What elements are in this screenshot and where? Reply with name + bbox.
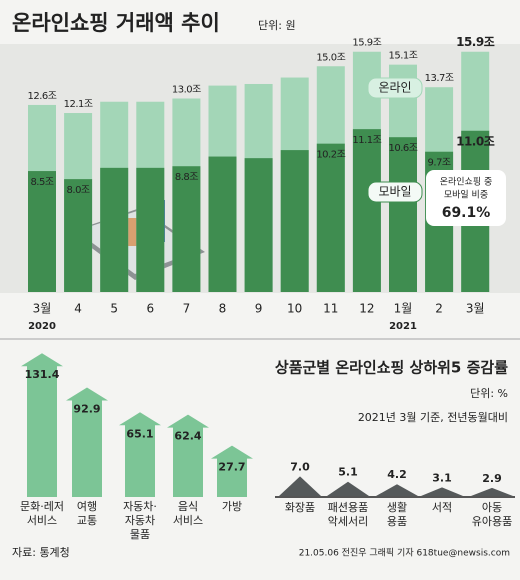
x-tick-label: 9 (255, 302, 263, 316)
category-label: 물품 (130, 528, 150, 541)
x-tick-label: 4 (74, 302, 82, 316)
year-label: 2020 (28, 321, 56, 332)
category-label: 여행 (77, 500, 97, 513)
value-label: 12.6조 (28, 91, 57, 102)
arrow (66, 387, 108, 497)
legend-label: 모바일 (378, 185, 411, 199)
category-label: 서비스 (27, 514, 57, 527)
triangle (421, 487, 463, 496)
value-label: 8.8조 (175, 172, 198, 183)
section-title: 상품군별 온라인쇼핑 상하위5 증감률 (275, 359, 508, 377)
value-label: 15.0조 (316, 52, 345, 63)
annotation-text: 모바일 비중 (444, 190, 488, 201)
credit: 21.05.06 전진우 그래픽 기자 618tue@newsis.com (299, 548, 510, 559)
arrow (21, 353, 63, 497)
bar (64, 179, 93, 292)
x-tick-label: 3월 (466, 302, 485, 316)
arrow (211, 445, 253, 497)
x-tick-label: 8 (219, 302, 227, 316)
legend-label: 온라인 (378, 81, 411, 95)
year-label: 2021 (389, 321, 417, 332)
legend-box (367, 77, 423, 99)
value-label: 131.4 (25, 368, 60, 381)
value-label: 3.1 (432, 471, 452, 484)
triangle (279, 476, 321, 496)
category-label: 자동차 (125, 514, 155, 527)
value-label: 27.7 (218, 461, 245, 474)
category-label: 패션용품 (328, 501, 368, 514)
x-tick-label: 3월 (33, 302, 52, 316)
category-label: 가방 (222, 500, 242, 513)
value-label: 15.9조 (352, 38, 381, 49)
value-label: 4.2 (387, 468, 407, 481)
bar (316, 143, 345, 292)
value-label: 2.9 (482, 472, 502, 485)
bar (352, 129, 381, 292)
category-label: 생활 (387, 500, 407, 514)
category-label: 유아용품 (472, 515, 512, 528)
bar (136, 167, 165, 292)
value-label: 15.9조 (456, 35, 495, 49)
value-label: 12.1조 (64, 99, 93, 110)
category-label: 서적 (432, 501, 452, 514)
section-note: 2021년 3월 기준, 전년동월대비 (358, 411, 508, 424)
value-label: 92.9 (73, 403, 100, 416)
value-label: 9.7조 (428, 158, 451, 169)
value-label: 8.5조 (30, 177, 53, 188)
value-label: 15.1조 (389, 51, 418, 62)
bar (389, 137, 417, 292)
x-tick-label: 12 (359, 302, 374, 316)
value-label: 13.0조 (172, 85, 201, 96)
bar (280, 150, 309, 292)
source: 자료: 통계청 (12, 546, 70, 559)
value-label: 8.0조 (67, 185, 90, 196)
legend-box (367, 181, 423, 203)
x-tick-label: 11 (323, 302, 338, 316)
x-tick-label: 1월 (394, 302, 413, 316)
value-label: 5.1 (338, 466, 358, 479)
title: 온라인쇼핑 거래액 추이 (12, 11, 220, 35)
value-label: 13.7조 (425, 73, 454, 84)
value-label: 11.0조 (456, 134, 495, 148)
bar (100, 167, 129, 292)
category-label: 서비스 (173, 514, 203, 527)
value-label: 10.6조 (389, 143, 418, 154)
section-unit: 단위: % (470, 387, 508, 400)
value-label: 11.1조 (352, 135, 381, 146)
x-tick-label: 5 (110, 302, 118, 316)
triangle (471, 487, 513, 496)
category-label: 음식 (178, 500, 198, 513)
value-label: 62.4 (174, 430, 201, 443)
value-label: 7.0 (290, 460, 310, 473)
category-label: 교통 (77, 514, 97, 527)
category-label: 문화·레저 (20, 500, 64, 513)
arrow (119, 412, 161, 497)
x-tick-label: 7 (183, 302, 191, 316)
annotation-text: 온라인쇼핑 중 (440, 177, 493, 188)
bar (244, 158, 273, 292)
triangle (376, 484, 418, 496)
bar (28, 171, 56, 292)
value-label: 65.1 (126, 427, 153, 440)
triangle (327, 481, 369, 496)
x-tick-label: 2 (435, 302, 443, 316)
category-label: 악세서리 (328, 515, 368, 528)
value-label: 10.2조 (316, 150, 345, 161)
x-tick-label: 6 (146, 302, 154, 316)
category-label: 자동차· (123, 500, 157, 513)
category-label: 아동 (482, 501, 502, 514)
bar (172, 166, 201, 292)
arrow (167, 414, 209, 497)
divider (0, 338, 520, 340)
category-label: 화장품 (285, 501, 315, 514)
annotation-box (426, 170, 506, 226)
x-tick-label: 10 (287, 302, 302, 316)
category-label: 용품 (387, 515, 407, 528)
bar (208, 156, 237, 292)
annotation-value: 69.1% (442, 205, 491, 221)
unit: 단위: 원 (258, 19, 296, 32)
